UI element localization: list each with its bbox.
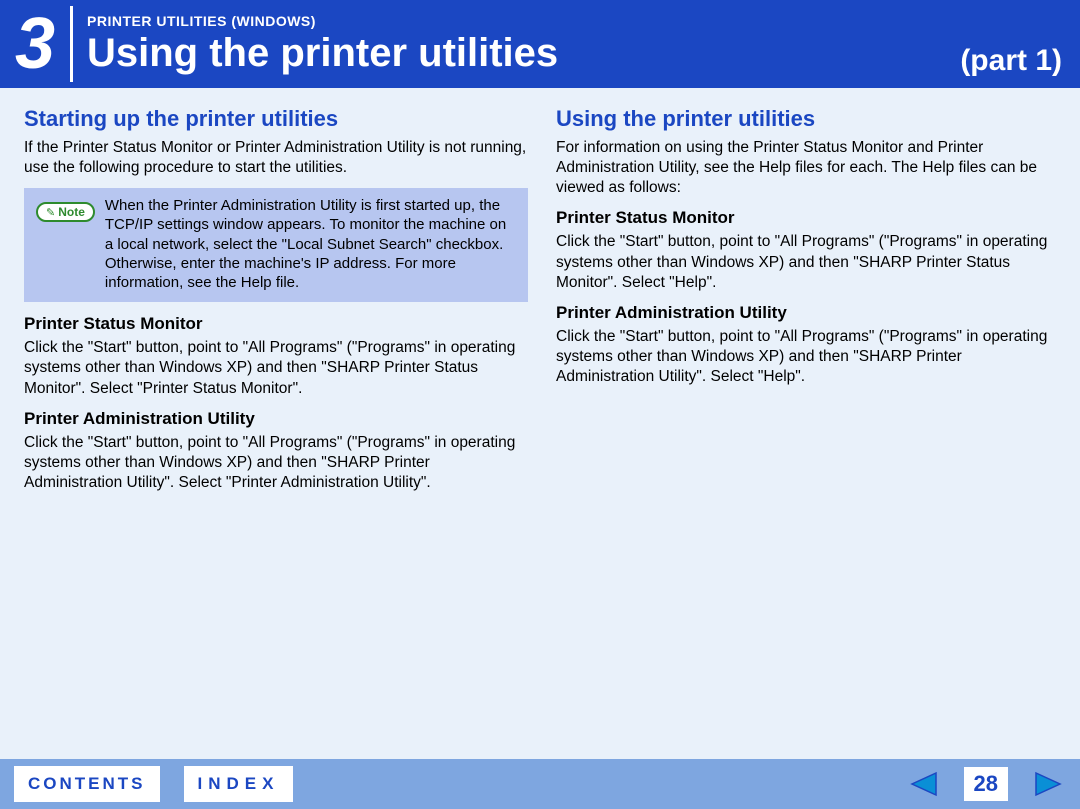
pencil-icon: ✎: [46, 206, 55, 219]
chapter-number: 3: [0, 0, 70, 88]
part-label: (part 1): [960, 44, 1080, 88]
triangle-right-icon: [1034, 771, 1064, 797]
subhead-pau: Printer Administration Utility: [24, 409, 528, 429]
left-column: Starting up the printer utilities If the…: [24, 106, 528, 503]
text-pau: Click the "Start" button, point to "All …: [24, 433, 528, 493]
subhead-pau-right: Printer Administration Utility: [556, 303, 1060, 323]
page-number: 28: [964, 767, 1008, 801]
chapter-number-box: 3: [0, 0, 70, 88]
right-column: Using the printer utilities For informat…: [556, 106, 1060, 503]
note-badge: ✎ Note: [36, 202, 95, 222]
section-title-using: Using the printer utilities: [556, 106, 1060, 132]
section-title-starting: Starting up the printer utilities: [24, 106, 528, 132]
page-title: Using the printer utilities: [87, 31, 960, 76]
index-button[interactable]: INDEX: [184, 766, 294, 802]
prev-page-button[interactable]: [906, 769, 940, 799]
intro-text-right: For information on using the Printer Sta…: [556, 138, 1060, 198]
note-label: Note: [58, 205, 85, 219]
content-area: Starting up the printer utilities If the…: [0, 88, 1080, 503]
contents-button[interactable]: CONTENTS: [14, 766, 160, 802]
subhead-psm: Printer Status Monitor: [24, 314, 528, 334]
intro-text: If the Printer Status Monitor or Printer…: [24, 138, 528, 178]
note-box: ✎ Note When the Printer Administration U…: [24, 188, 528, 302]
next-page-button[interactable]: [1032, 769, 1066, 799]
page-footer: CONTENTS INDEX 28: [0, 759, 1080, 809]
text-pau-right: Click the "Start" button, point to "All …: [556, 327, 1060, 387]
triangle-left-icon: [908, 771, 938, 797]
text-psm-right: Click the "Start" button, point to "All …: [556, 232, 1060, 292]
page-header: 3 PRINTER UTILITIES (WINDOWS) Using the …: [0, 0, 1080, 88]
note-text: When the Printer Administration Utility …: [105, 196, 518, 292]
text-psm: Click the "Start" button, point to "All …: [24, 338, 528, 398]
header-titles: PRINTER UTILITIES (WINDOWS) Using the pr…: [73, 0, 960, 88]
subhead-psm-right: Printer Status Monitor: [556, 208, 1060, 228]
breadcrumb: PRINTER UTILITIES (WINDOWS): [87, 13, 960, 29]
